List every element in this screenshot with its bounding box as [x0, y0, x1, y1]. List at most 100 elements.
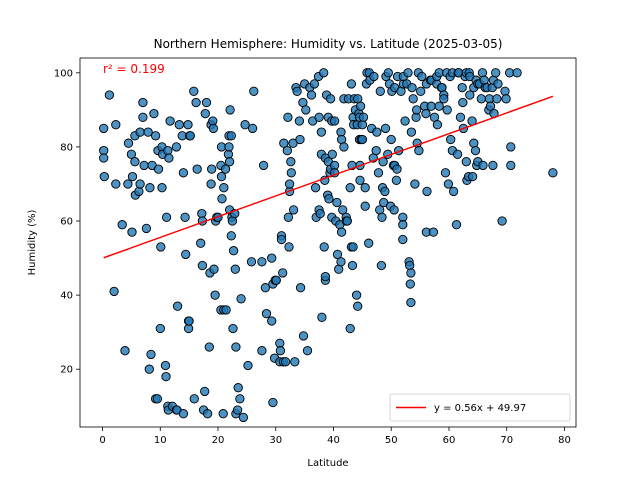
data-point	[301, 105, 311, 115]
data-point	[280, 357, 291, 367]
data-point	[135, 127, 145, 137]
data-point	[373, 168, 384, 178]
data-point	[327, 149, 337, 159]
data-point	[178, 168, 189, 178]
data-point	[319, 68, 329, 78]
data-point	[380, 186, 390, 197]
data-point	[400, 116, 410, 126]
data-point	[319, 242, 329, 252]
data-point	[217, 194, 227, 204]
data-point	[292, 86, 302, 96]
data-point	[126, 149, 137, 159]
data-point	[422, 186, 432, 197]
legend-label: y = 0.56x + 49.97	[434, 403, 526, 414]
data-point	[389, 205, 399, 215]
data-point	[172, 301, 183, 311]
data-point	[439, 94, 449, 104]
data-point	[348, 242, 358, 252]
data-point	[161, 212, 172, 222]
data-point	[271, 275, 281, 285]
data-point	[99, 153, 109, 163]
x-tick-label: 80	[558, 435, 571, 446]
data-point	[174, 120, 184, 130]
data-point	[497, 216, 507, 226]
data-point	[284, 179, 295, 189]
data-point	[200, 386, 210, 397]
data-point	[153, 164, 164, 174]
data-point	[410, 179, 420, 189]
data-point	[180, 212, 190, 222]
data-point	[127, 171, 138, 182]
data-point	[230, 264, 240, 274]
data-point	[189, 394, 199, 404]
data-point	[138, 97, 148, 108]
data-point	[219, 183, 229, 193]
data-point	[185, 131, 195, 141]
data-point	[432, 120, 443, 130]
data-point	[364, 238, 374, 248]
data-point	[261, 308, 272, 319]
y-tick-label: 60	[60, 217, 73, 228]
data-point	[99, 123, 109, 134]
data-point	[127, 227, 137, 237]
data-point	[443, 179, 454, 189]
data-point	[478, 160, 488, 171]
data-point	[235, 394, 245, 404]
data-point	[405, 279, 415, 289]
data-point	[236, 294, 246, 304]
data-point	[145, 183, 155, 193]
data-point	[164, 153, 174, 163]
data-point	[338, 205, 348, 215]
data-point	[485, 101, 496, 111]
data-point	[155, 323, 165, 334]
data-point	[421, 108, 431, 119]
x-tick-label: 20	[212, 435, 225, 446]
data-point	[407, 82, 417, 93]
data-point	[491, 68, 501, 78]
legend: y = 0.56x + 49.97	[389, 393, 571, 422]
data-point	[371, 145, 381, 156]
data-point	[406, 127, 417, 137]
data-point	[329, 116, 340, 126]
data-point	[171, 142, 182, 152]
data-point	[434, 101, 444, 111]
data-point	[208, 123, 219, 134]
x-axis: 0 10 20 30 40 50 60 70 80	[99, 427, 571, 446]
data-point	[398, 220, 408, 230]
data-point	[267, 316, 277, 326]
data-point	[406, 268, 416, 278]
data-point	[276, 234, 287, 245]
data-point	[332, 249, 343, 260]
data-point	[461, 157, 471, 167]
y-axis-label: Humidity (%)	[27, 209, 38, 275]
data-point	[440, 168, 451, 178]
x-tick-label: 70	[500, 435, 513, 446]
data-point	[391, 175, 402, 185]
data-point	[488, 160, 498, 171]
data-point	[260, 283, 271, 293]
data-point	[275, 346, 286, 356]
data-point	[403, 68, 413, 78]
data-point	[314, 112, 324, 122]
data-point	[339, 142, 349, 152]
data-point	[207, 164, 217, 174]
data-point	[196, 238, 206, 248]
data-point	[246, 257, 257, 267]
data-point	[138, 112, 148, 122]
x-tick-label: 50	[385, 435, 398, 446]
y-axis: 20 40 60 80 100	[54, 68, 80, 376]
data-point	[448, 186, 459, 197]
data-point	[360, 201, 370, 211]
data-point	[345, 323, 355, 334]
data-point	[375, 86, 385, 96]
data-point	[336, 227, 347, 237]
data-point	[191, 97, 201, 108]
data-point	[232, 405, 243, 415]
data-point	[455, 112, 466, 122]
data-point	[310, 183, 321, 193]
data-point	[501, 94, 511, 104]
data-point	[257, 346, 267, 356]
data-point	[204, 342, 214, 352]
data-point	[465, 90, 475, 100]
data-point	[117, 220, 127, 230]
